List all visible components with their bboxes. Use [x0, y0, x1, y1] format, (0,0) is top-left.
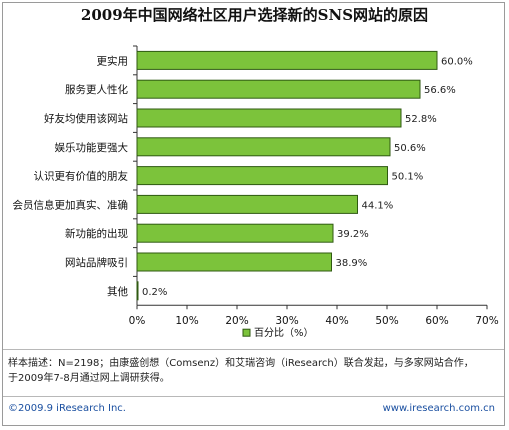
x-tick-label: 30% [275, 315, 298, 327]
sample-note: 样本描述：N=2198；由康盛创想（Comsenz）和艾瑞咨询（iResearc… [8, 356, 496, 386]
category-label: 其他 [107, 285, 128, 298]
value-label: 38.9% [336, 258, 368, 269]
sample-note-line-2: 于2009年7-8月通过网上调研获得。 [8, 373, 170, 384]
value-label: 60.0% [441, 56, 473, 67]
bar [136, 50, 438, 70]
value-label: 52.8% [405, 114, 437, 125]
chart-title: 2009年中国网络社区用户选择新的SNS网站的原因 [80, 6, 429, 24]
legend-swatch [242, 328, 251, 337]
bar [136, 194, 358, 214]
x-tick-label: 40% [325, 315, 348, 327]
footer-copyright: ©2009.9 iResearch Inc. [8, 403, 126, 414]
category-label: 网站品牌吸引 [65, 256, 128, 269]
value-label: 50.1% [392, 172, 424, 183]
x-tick-label: 50% [375, 315, 398, 327]
bar [136, 281, 139, 301]
x-tick-label: 0% [129, 315, 146, 327]
value-label: 50.6% [394, 143, 426, 154]
category-label: 服务更人性化 [65, 83, 128, 96]
value-label: 56.6% [424, 85, 456, 96]
category-label: 会员信息更加真实、准确 [13, 198, 129, 211]
value-label: 44.1% [362, 200, 394, 211]
category-label: 娱乐功能更强大 [55, 141, 129, 154]
bar [136, 108, 402, 128]
note-divider [3, 349, 504, 350]
x-tick-label: 10% [175, 315, 198, 327]
bar [136, 79, 421, 99]
value-label: 0.2% [142, 287, 167, 298]
category-label: 认识更有价值的朋友 [34, 170, 129, 183]
value-label: 39.2% [337, 229, 369, 240]
bar [136, 223, 334, 243]
chart-frame [2, 2, 505, 426]
sample-note-line-1: 样本描述：N=2198；由康盛创想（Comsenz）和艾瑞咨询（iResearc… [8, 358, 474, 369]
bar [136, 166, 388, 186]
x-tick-label: 20% [225, 315, 248, 327]
x-tick-label: 60% [425, 315, 448, 327]
x-tick-label: 70% [475, 315, 498, 327]
category-label: 新功能的出现 [65, 227, 128, 240]
bar [136, 252, 332, 272]
footer-website[interactable]: www.iresearch.com.cn [382, 403, 495, 414]
category-label: 好友均使用该网站 [44, 112, 128, 125]
legend-label: 百分比（%） [254, 327, 314, 339]
category-label: 更实用 [97, 54, 129, 67]
footer-divider [3, 396, 504, 397]
bar [136, 137, 391, 157]
